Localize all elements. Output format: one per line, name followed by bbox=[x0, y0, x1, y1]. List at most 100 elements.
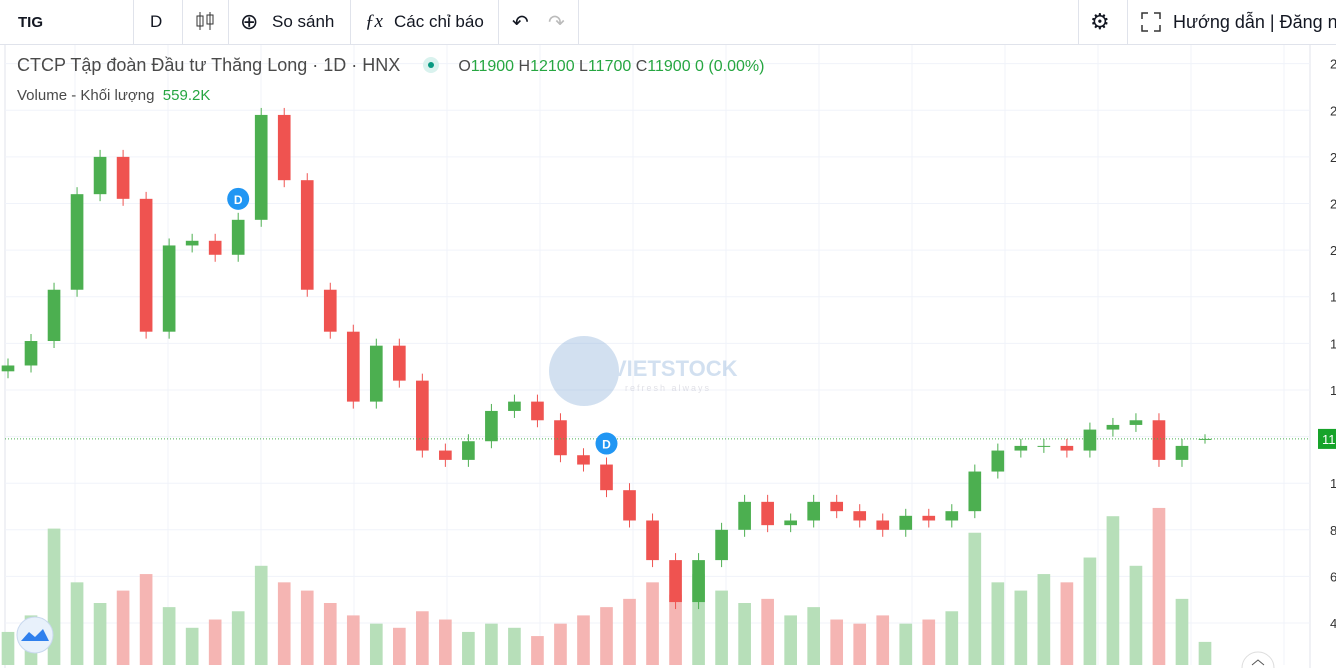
volume-bar bbox=[1037, 574, 1051, 665]
indicators-button[interactable]: Các chỉ báo bbox=[394, 12, 484, 31]
help-login[interactable]: Hướng dẫn | Đăng nhập bbox=[1173, 11, 1336, 32]
candle-body bbox=[646, 520, 659, 561]
candle-body bbox=[485, 410, 498, 442]
volume-bar bbox=[1, 631, 15, 665]
watermark: VIETSTOCK refresh always bbox=[549, 336, 738, 406]
volume-bar bbox=[577, 615, 590, 665]
candle-body bbox=[508, 401, 521, 411]
volume-bar bbox=[277, 582, 291, 665]
dividend-marker[interactable]: D bbox=[227, 187, 250, 210]
y-tick-label: 20000 bbox=[1330, 243, 1336, 258]
volume-bar bbox=[968, 532, 982, 665]
close-value: 11900 bbox=[647, 58, 691, 75]
candle-body bbox=[162, 245, 176, 332]
redo-button[interactable]: ↷ bbox=[548, 11, 565, 34]
compare-button[interactable]: So sánh bbox=[272, 12, 335, 31]
divider bbox=[182, 0, 183, 44]
candle-body bbox=[439, 450, 452, 460]
volume-bar bbox=[554, 623, 567, 665]
volume-bar bbox=[462, 631, 475, 665]
volume-bar bbox=[945, 611, 959, 665]
candle-body bbox=[738, 501, 751, 530]
settings-button[interactable]: ⚙ bbox=[1090, 9, 1110, 34]
divider bbox=[133, 0, 134, 44]
legend-interval: 1D bbox=[323, 55, 347, 75]
candle-body bbox=[346, 331, 360, 402]
volume-bar bbox=[922, 619, 936, 665]
candle-body bbox=[300, 180, 314, 290]
interval[interactable]: D bbox=[150, 12, 163, 31]
logo-button[interactable] bbox=[16, 616, 54, 654]
volume-bar bbox=[300, 590, 314, 665]
volume-bar bbox=[346, 615, 360, 665]
volume-bar bbox=[254, 565, 268, 665]
candle-body bbox=[24, 341, 38, 366]
candle-body bbox=[876, 520, 890, 530]
candle-body bbox=[554, 420, 567, 456]
y-tick-label: 8000 bbox=[1330, 523, 1336, 538]
fullscreen-button[interactable] bbox=[1140, 11, 1162, 33]
last-price-label: 11900 bbox=[1322, 432, 1336, 447]
y-tick-label: 14000 bbox=[1330, 383, 1336, 398]
marker-circle bbox=[595, 432, 618, 455]
volume-bar bbox=[231, 611, 245, 665]
candle-body bbox=[600, 464, 613, 491]
dividend-marker[interactable]: D bbox=[595, 432, 618, 455]
volume-bar bbox=[439, 619, 452, 665]
volume-bar bbox=[807, 607, 821, 665]
volume-bar bbox=[991, 582, 1005, 665]
volume-bar bbox=[1198, 641, 1212, 665]
volume-bar bbox=[185, 627, 199, 665]
candle-body bbox=[830, 501, 844, 512]
volume-legend: Volume - Khối lượng 559.2K bbox=[17, 87, 210, 104]
candle-body bbox=[139, 198, 153, 332]
chart-type-button[interactable] bbox=[195, 10, 215, 32]
candle-body bbox=[807, 501, 821, 521]
volume-bar bbox=[485, 623, 498, 665]
candle-body bbox=[669, 560, 682, 603]
marker-label: D bbox=[234, 193, 243, 207]
candle-body bbox=[208, 240, 222, 255]
volume-bar bbox=[623, 598, 636, 665]
volume-bar bbox=[93, 603, 107, 665]
candle-body bbox=[922, 515, 936, 521]
candle-body bbox=[784, 520, 797, 526]
candle-body bbox=[761, 501, 774, 526]
volume-bar bbox=[784, 615, 797, 665]
o-label: O bbox=[458, 58, 471, 75]
volume-bar bbox=[669, 594, 682, 665]
volume-bar bbox=[369, 623, 383, 665]
volume-bar bbox=[853, 623, 867, 665]
candle-body bbox=[1083, 429, 1097, 451]
company-name: CTCP Tập đoàn Đầu tư Thăng Long bbox=[17, 55, 308, 75]
volume-bar bbox=[70, 582, 84, 665]
candle-body bbox=[462, 441, 475, 460]
candle-body bbox=[93, 156, 107, 195]
volume-bar bbox=[830, 619, 844, 665]
candle-body bbox=[899, 515, 913, 530]
volume-bar bbox=[600, 607, 613, 665]
marker-circle bbox=[227, 187, 250, 210]
compare-icon: ⊕ bbox=[240, 9, 259, 34]
candle-body bbox=[968, 471, 982, 512]
candle-body bbox=[623, 490, 636, 521]
volume-bar bbox=[761, 598, 774, 665]
divider bbox=[228, 0, 229, 44]
divider bbox=[1127, 0, 1128, 44]
watermark-logo bbox=[549, 336, 619, 406]
volume-bar bbox=[531, 636, 544, 665]
candle-body bbox=[577, 455, 590, 465]
symbol[interactable]: TIG bbox=[18, 13, 43, 31]
candle-body bbox=[392, 345, 406, 381]
undo-button[interactable]: ↶ bbox=[512, 11, 529, 34]
divider bbox=[1078, 0, 1079, 44]
volume-bar bbox=[646, 582, 659, 665]
y-tick-label: 6000 bbox=[1330, 569, 1336, 584]
volume-bar bbox=[1152, 507, 1166, 665]
volume-bar bbox=[1014, 590, 1028, 665]
y-tick-label: 28000 bbox=[1330, 57, 1336, 72]
open-value: 11900 bbox=[470, 58, 515, 75]
candle-body bbox=[1106, 424, 1120, 430]
volume-bar bbox=[116, 590, 130, 665]
